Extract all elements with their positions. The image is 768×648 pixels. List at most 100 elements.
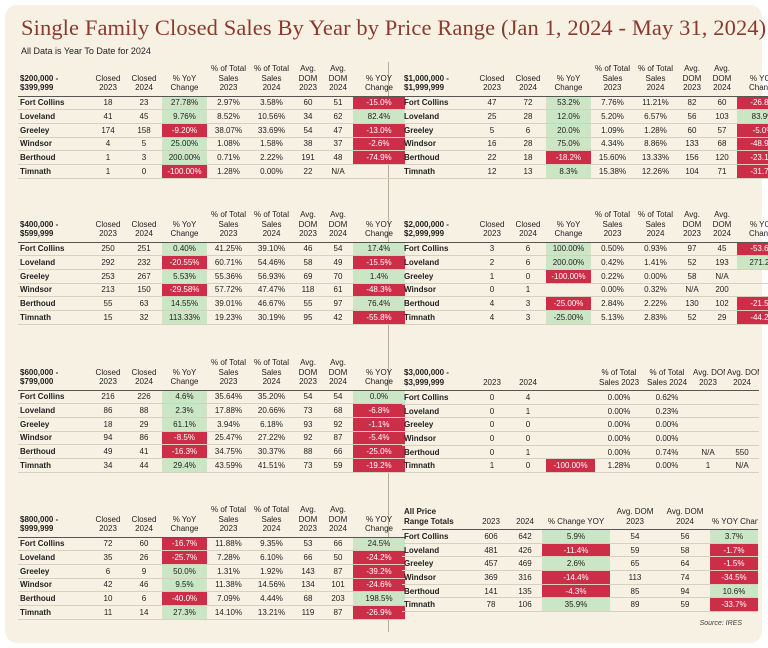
table-row: Loveland 481 426 -11.4% 59 58 -1.7% — [402, 543, 758, 558]
table-cell: 0 — [474, 431, 510, 446]
table-cell: 15.38% — [591, 164, 634, 179]
table-cell: -44.2% — [737, 310, 768, 325]
table-cell: 30.37% — [250, 444, 293, 459]
column-header: % YoY Change — [546, 64, 591, 97]
table-cell: 72 — [90, 537, 126, 552]
column-header: Closed 2024 — [126, 505, 162, 538]
table-cell: 12.26% — [634, 164, 677, 179]
table-cell: 54 — [610, 529, 660, 544]
city-name: Windsor — [402, 283, 474, 298]
table-cell: -15.5% — [353, 255, 405, 270]
table-cell: 28 — [510, 109, 546, 124]
table-cell: 42 — [323, 310, 353, 325]
table-cell: 3 — [126, 150, 162, 165]
table-cell: 0.0% — [353, 390, 405, 405]
table-cell: 4 — [90, 137, 126, 152]
table-cell: 426 — [508, 543, 542, 558]
table-cell: 253 — [90, 269, 126, 284]
table-cell: 82.4% — [353, 109, 405, 124]
table-cell: 55.36% — [207, 269, 250, 284]
column-header: % YoY Change — [162, 505, 207, 538]
table-cell: 83.9% — [737, 109, 768, 124]
table-cell: 32 — [126, 310, 162, 325]
table-cell: -18.2% — [546, 150, 591, 165]
table-cell: 66 — [293, 550, 323, 565]
column-header: Closed 2024 — [126, 64, 162, 97]
table-cell: 39.10% — [250, 242, 293, 257]
table-cell: 135 — [508, 584, 542, 599]
table-cell: 37 — [323, 137, 353, 152]
city-name: Fort Collins — [402, 390, 474, 405]
source-note: Source: IRES — [699, 620, 742, 627]
table-cell: 35 — [90, 550, 126, 565]
table-cell: 203 — [323, 591, 353, 606]
table-cell: 68 — [293, 591, 323, 606]
column-header: Closed 2023 — [90, 210, 126, 243]
table-cell: 30.19% — [250, 310, 293, 325]
table-cell: 51 — [323, 96, 353, 111]
table-row: Greeley 18 29 61.1% 3.94% 6.18% 93 92 -1.1% — [18, 417, 405, 432]
table-cell: 1.09% — [591, 123, 634, 138]
table-cell: 48 — [323, 150, 353, 165]
table-row: Windsor 42 46 9.5% 11.38% 14.56% 134 101 -24.6% — [18, 578, 405, 593]
table-cell: 39.01% — [207, 296, 250, 311]
column-header: Closed 2024 — [126, 358, 162, 391]
table-cell: 20.66% — [250, 403, 293, 418]
table-row: Greeley 0 0 0.00% 0.00% — [402, 417, 759, 433]
table-cell: 143 — [293, 564, 323, 579]
table-cell: 2.3% — [162, 403, 207, 418]
table-cell — [546, 404, 595, 419]
table-cell: 10.6% — [710, 584, 758, 599]
table-cell: 191 — [293, 150, 323, 165]
table-cell — [353, 164, 405, 179]
table-cell: -48.3% — [353, 283, 405, 298]
table-cell: 82 — [677, 96, 707, 111]
column-header: % of Total Sales 2024 — [250, 210, 293, 243]
table-cell: 213 — [90, 283, 126, 298]
city-name: Greeley — [18, 564, 90, 579]
table-cell: -33.7% — [710, 597, 758, 613]
table-2m-2999k: $2,000,000 - $2,999,999 Closed 2023 Closed 20… — [402, 210, 768, 325]
column-header: % of Total Sales 2024 — [250, 64, 293, 97]
table-row: Timnath 34 44 29.4% 43.59% 41.51% 73 59 -19.2% — [18, 458, 405, 473]
table-800k-999k: $800,000 - $999,999 Closed 2023 Closed 2024% … — [18, 505, 405, 620]
table-cell: -26.9% — [353, 605, 405, 620]
table-cell: 0.00% — [595, 417, 643, 433]
table-cell: 200 — [707, 283, 737, 298]
table-cell: 3.7% — [710, 529, 758, 544]
table-cell: 5.9% — [542, 529, 610, 544]
city-name: Berthoud — [402, 584, 474, 599]
column-header: % of Total Sales 2024 — [634, 64, 677, 97]
column-header: % YoY Change — [546, 210, 591, 243]
table-cell: 457 — [474, 556, 508, 572]
table-cell: 27.3% — [162, 605, 207, 620]
table-cell — [737, 283, 768, 298]
table-cell: 4.34% — [591, 137, 634, 152]
table-row: Berthoud 10 6 -40.0% 7.09% 4.44% 68 203 198.5% — [18, 591, 405, 606]
price-range-header: $2,000,000 - $2,999,999 — [402, 210, 474, 243]
table-cell: N/A — [707, 269, 737, 284]
price-table: $400,000 - $599,999 Closed 2023 Closed 2024% … — [18, 210, 405, 325]
table-cell: 41 — [126, 444, 162, 459]
table-cell: 54.46% — [250, 255, 293, 270]
city-name: Windsor — [18, 137, 90, 152]
price-range-header: $200,000 - $399,999 — [18, 64, 90, 97]
table-cell — [546, 390, 595, 405]
table-cell: 642 — [508, 529, 542, 544]
table-cell: 13 — [510, 164, 546, 179]
table-cell: 25 — [474, 109, 510, 124]
table-cell: 7.76% — [591, 96, 634, 111]
table-cell: 46 — [293, 242, 323, 257]
price-table: $2,000,000 - $2,999,999 Closed 2023 Closed 20… — [402, 210, 768, 325]
table-row: Fort Collins 216 226 4.6% 35.64% 35.20% 54 54 0.… — [18, 390, 405, 405]
table-cell: 87 — [323, 431, 353, 446]
table-cell: -11.4% — [542, 543, 610, 558]
city-name: Berthoud — [18, 296, 90, 311]
column-header: Avg. DOM 2023 — [293, 505, 323, 538]
table-cell: 61 — [323, 283, 353, 298]
city-name: Timnath — [18, 605, 90, 620]
table-cell — [725, 431, 759, 446]
table-cell: 6 — [90, 564, 126, 579]
